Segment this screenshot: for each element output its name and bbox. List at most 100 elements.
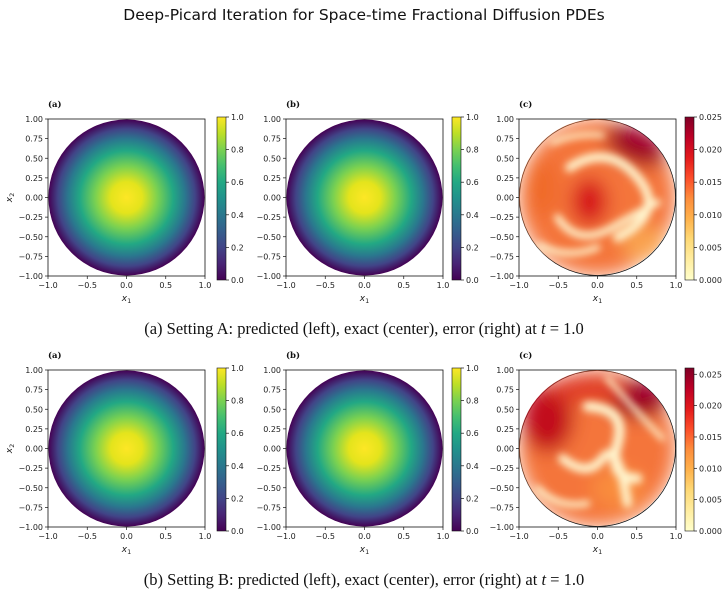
x-tick-label: 0.0 xyxy=(120,532,133,541)
solution-field xyxy=(48,119,205,276)
valley-3 xyxy=(536,242,601,256)
colorbar-tick-label: 1.0 xyxy=(466,113,479,122)
colorbar-tick-label: 0.005 xyxy=(699,496,722,505)
y-tick-label: 0.50 xyxy=(496,405,514,414)
colorbar-tick-label: 0.0 xyxy=(466,527,479,536)
y-tick-label: 0.25 xyxy=(25,425,43,434)
x-tick-label: −0.5 xyxy=(549,532,568,541)
x-axis-label: x1 xyxy=(359,294,369,305)
colorbar-tick-label: 0.6 xyxy=(231,178,244,187)
caption-eq: = 1.0 xyxy=(545,319,584,338)
y-tick-label: −0.25 xyxy=(256,213,281,222)
x-tick-label: −0.5 xyxy=(78,532,97,541)
caption-row-a: (a) Setting A: predicted (left), exact (… xyxy=(0,319,728,339)
error-warm-w xyxy=(526,157,559,218)
y-tick-label: 0.50 xyxy=(496,154,514,163)
error-hot-w xyxy=(521,384,574,453)
error-valleys xyxy=(536,132,661,256)
colorbar: 1.0 0.8 0.6 0.4 0.2 0.0 xyxy=(451,113,479,285)
caption-t: t xyxy=(540,319,546,338)
y-tick-label: −1.00 xyxy=(489,272,514,281)
colorbar-tick-label: 0.8 xyxy=(466,397,479,406)
colorbar-gradient xyxy=(451,116,462,281)
x-tick-label: −1.0 xyxy=(509,532,528,541)
panel-label: (c) xyxy=(519,99,532,110)
y-tick-label: 1.00 xyxy=(263,115,281,124)
x-tick-label: 0.0 xyxy=(358,281,371,290)
caption-row-b: (b) Setting B: predicted (left), exact (… xyxy=(0,570,728,590)
x-tick-label: 1.0 xyxy=(437,281,450,290)
caption-eq: = 1.0 xyxy=(546,570,585,589)
colorbar-gradient xyxy=(216,116,227,281)
y-tick-label: 0.50 xyxy=(263,154,281,163)
x-tick-label: 0.0 xyxy=(120,281,133,290)
x-tick-label: −0.5 xyxy=(78,281,97,290)
caption-text: (b) Setting B: predicted (left), exact (… xyxy=(143,570,542,589)
y-tick-label: 0.75 xyxy=(263,135,281,144)
y-tick-label: −0.75 xyxy=(489,503,514,512)
y-tick-label: −1.00 xyxy=(256,523,281,532)
error-field xyxy=(519,119,675,275)
x-tick-label: 0.5 xyxy=(630,532,643,541)
x-tick-label: 1.0 xyxy=(199,281,212,290)
colorbar-tick-label: 1.0 xyxy=(231,113,244,122)
colorbar-gradient xyxy=(684,367,695,532)
colorbar-tick-label: 0.2 xyxy=(466,243,479,252)
y-tick-label: 1.00 xyxy=(496,366,514,375)
figure-title: Deep-Picard Iteration for Space-time Fra… xyxy=(123,6,605,24)
colorbar-tick-label: 0.025 xyxy=(699,113,722,122)
y-tick-label: 0.25 xyxy=(496,425,514,434)
y-axis-label: x2 xyxy=(5,444,16,454)
y-tick-label: −0.50 xyxy=(489,484,514,493)
y-tick-label: −0.75 xyxy=(256,252,281,261)
valley-1 xyxy=(565,152,654,242)
x-axis-label: x1 xyxy=(121,294,131,305)
y-tick-label: −0.25 xyxy=(489,464,514,473)
caption-text: (a) Setting A: predicted (left), exact (… xyxy=(144,319,541,338)
colorbar-tick-label: 0.2 xyxy=(231,494,244,503)
x-tick-label: 0.5 xyxy=(397,281,410,290)
y-tick-label: 0.25 xyxy=(263,425,281,434)
y-tick-label: 0.50 xyxy=(25,405,43,414)
x-axis-label: x1 xyxy=(359,545,369,556)
panel-label: (a) xyxy=(48,350,62,361)
y-tick-label: 0.25 xyxy=(25,174,43,183)
x-tick-label: 1.0 xyxy=(437,532,450,541)
colorbar-tick-label: 0.8 xyxy=(466,146,479,155)
panel-label: (c) xyxy=(519,350,532,361)
y-tick-label: −1.00 xyxy=(256,272,281,281)
x-tick-label: 0.5 xyxy=(397,532,410,541)
panel-a-row-0: (a)−1.0 −0.5 0.0 0.5 1.01.000.750.500.250.00… xyxy=(5,99,244,305)
solution-field xyxy=(48,370,205,527)
y-tick-label: 0.00 xyxy=(25,445,43,454)
colorbar-tick-label: 0.4 xyxy=(231,211,244,220)
colorbar: 1.0 0.8 0.6 0.4 0.2 0.0 xyxy=(451,364,479,536)
x-tick-label: 0.0 xyxy=(591,532,604,541)
x-axis-label: x1 xyxy=(592,545,602,556)
y-tick-label: 0.25 xyxy=(496,174,514,183)
valley-3 xyxy=(534,485,591,508)
y-tick-label: 0.75 xyxy=(263,386,281,395)
colorbar-tick-label: 0.6 xyxy=(466,178,479,187)
y-tick-label: 0.50 xyxy=(263,405,281,414)
y-tick-label: −0.75 xyxy=(18,252,43,261)
solution-field xyxy=(286,370,443,527)
panel-c-row-0: (c) −1.0 −0.5 0.0 0.5 1.0 1.00 0.75 0.50 0.25 0.00… xyxy=(489,99,721,305)
colorbar-tick-label: 0.010 xyxy=(699,464,722,473)
y-tick-label: 0.00 xyxy=(496,194,514,203)
y-tick-label: 1.00 xyxy=(25,366,43,375)
y-tick-label: 1.00 xyxy=(25,115,43,124)
colorbar-tick-label: 0.000 xyxy=(699,527,722,536)
colorbar: 1.0 0.8 0.6 0.4 0.2 0.0 xyxy=(216,113,244,285)
colorbar-tick-label: 0.8 xyxy=(231,146,244,155)
colorbar-tick-label: 0.6 xyxy=(231,429,244,438)
error-field-base xyxy=(519,370,675,526)
y-tick-label: 0.75 xyxy=(25,135,43,144)
x-tick-label: −1.0 xyxy=(38,532,57,541)
x-tick-label: −0.5 xyxy=(316,532,335,541)
x-axis-label: x1 xyxy=(121,545,131,556)
colorbar-tick-label: 0.020 xyxy=(699,146,722,155)
y-tick-label: −0.50 xyxy=(18,233,43,242)
y-tick-label: 0.75 xyxy=(25,386,43,395)
